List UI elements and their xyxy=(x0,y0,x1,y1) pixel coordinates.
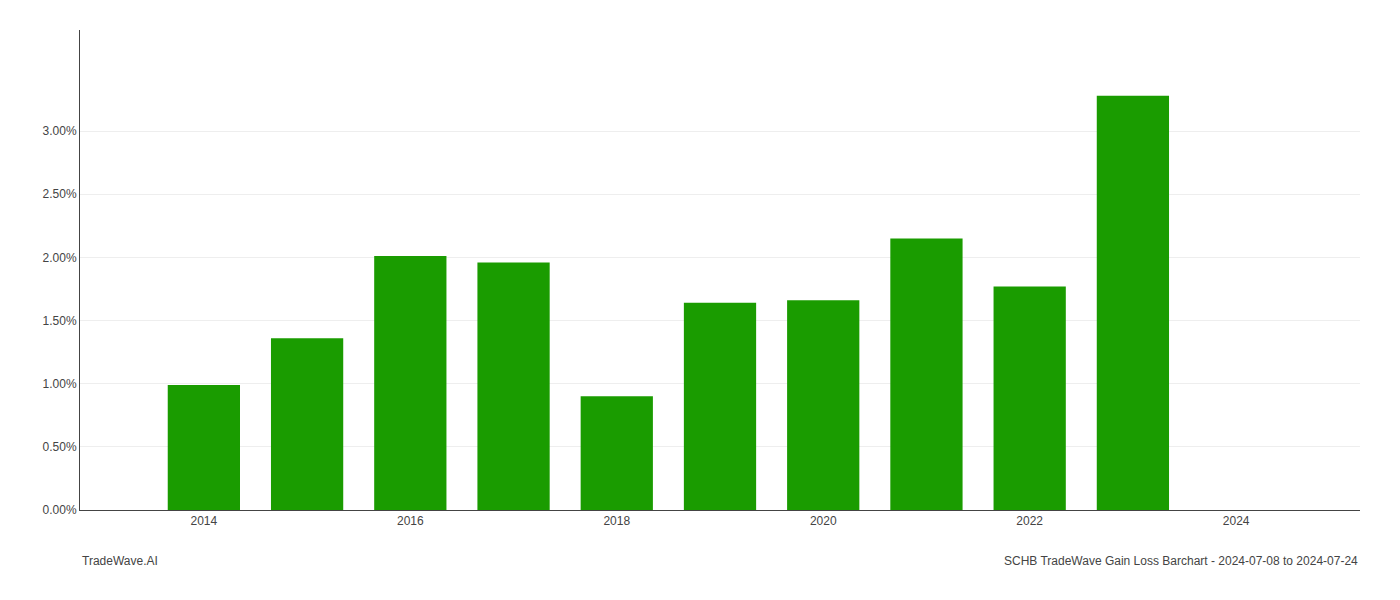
svg-text:1.50%: 1.50% xyxy=(43,314,77,328)
svg-text:2024: 2024 xyxy=(1223,514,1250,528)
svg-text:2.00%: 2.00% xyxy=(43,251,77,265)
svg-text:2018: 2018 xyxy=(603,514,630,528)
svg-text:0.50%: 0.50% xyxy=(43,440,77,454)
svg-text:0.00%: 0.00% xyxy=(43,503,77,517)
svg-text:TradeWave.AI: TradeWave.AI xyxy=(82,554,158,568)
svg-text:2020: 2020 xyxy=(810,514,837,528)
svg-text:3.00%: 3.00% xyxy=(43,124,77,138)
svg-text:2016: 2016 xyxy=(397,514,424,528)
svg-text:2.50%: 2.50% xyxy=(43,187,77,201)
svg-text:1.00%: 1.00% xyxy=(43,377,77,391)
svg-text:2022: 2022 xyxy=(1016,514,1043,528)
svg-text:SCHB TradeWave Gain Loss Barch: SCHB TradeWave Gain Loss Barchart - 2024… xyxy=(1004,554,1358,568)
svg-text:2014: 2014 xyxy=(191,514,218,528)
